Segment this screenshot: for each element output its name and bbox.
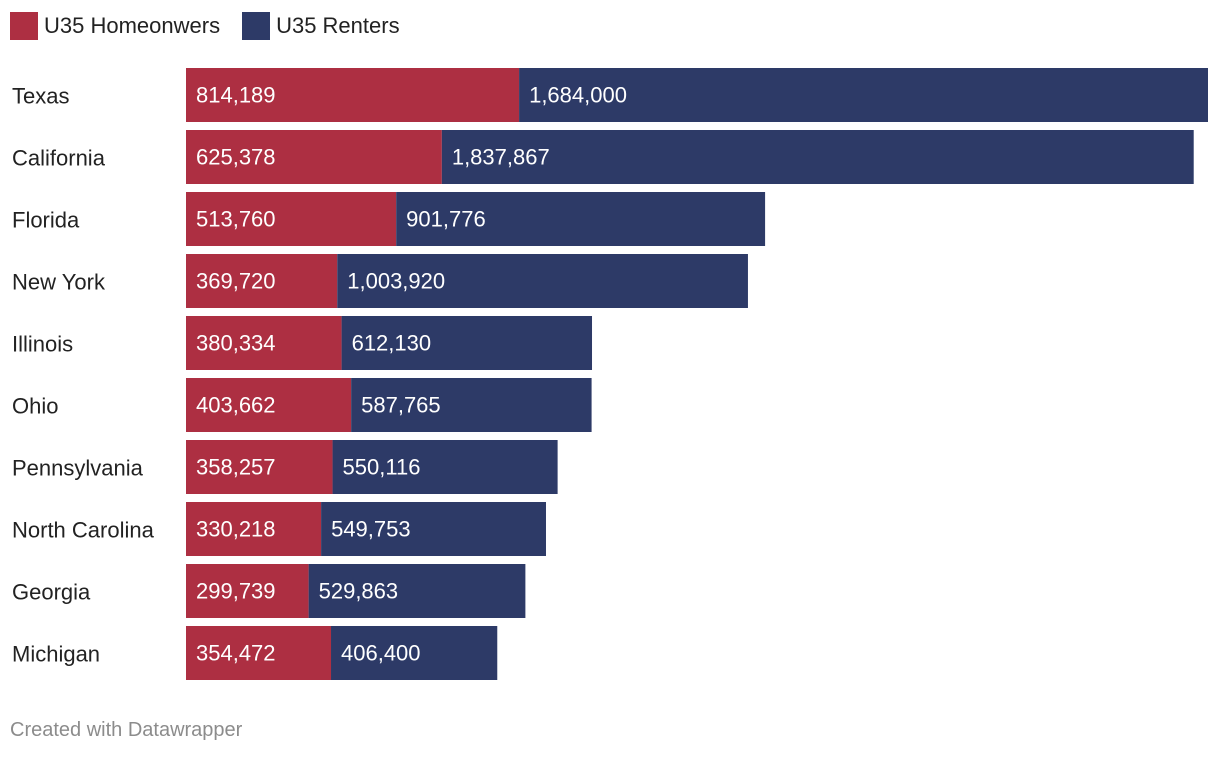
category-label-michigan: Michigan [12, 642, 100, 667]
bar-homeowners-ohio [186, 378, 352, 432]
legend-swatch-renters [242, 12, 271, 40]
value-label-homeowners-florida: 513,760 [196, 207, 276, 232]
category-label-pennsylvania: Pennsylvania [12, 456, 144, 481]
legend-item-renters: U35 Renters [242, 12, 400, 40]
legend-swatch-homeowners [10, 12, 38, 40]
chart-legend: U35 Homeonwers U35 Renters [10, 12, 422, 40]
bar-renters-florida [396, 192, 766, 246]
bar-renters-ohio [351, 378, 592, 432]
category-label-georgia: Georgia [12, 580, 91, 605]
stacked-bar-chart: Texas 814,189 1,684,000 California 625,378 1,… [12, 68, 1208, 680]
value-label-renters-texas: 1,684,000 [529, 83, 627, 108]
bar-homeowners-florida [186, 192, 397, 246]
value-label-renters-florida: 901,776 [406, 207, 486, 232]
value-label-renters-michigan: 406,400 [341, 641, 421, 666]
bar-homeowners-north-carolina [186, 502, 322, 556]
value-label-homeowners-pennsylvania: 358,257 [196, 455, 276, 480]
value-label-renters-ohio: 587,765 [361, 393, 441, 418]
value-label-renters-north-carolina: 549,753 [331, 517, 411, 542]
value-label-renters-georgia: 529,863 [319, 579, 399, 604]
footer-credit: Created with Datawrapper [10, 719, 243, 741]
value-label-renters-new-york: 1,003,920 [347, 269, 445, 294]
value-label-renters-california: 1,837,867 [452, 145, 550, 170]
value-label-renters-illinois: 612,130 [352, 331, 432, 356]
bar-homeowners-pennsylvania [186, 440, 333, 494]
bar-renters-georgia [308, 564, 526, 618]
bar-renters-new-york [337, 254, 748, 308]
bar-homeowners-georgia [186, 564, 309, 618]
category-label-new-york: New York [12, 270, 106, 295]
bar-renters-illinois [341, 316, 593, 370]
value-label-homeowners-georgia: 299,739 [196, 579, 276, 604]
legend-item-homeowners: U35 Homeonwers [10, 12, 220, 40]
bar-homeowners-california [186, 130, 442, 184]
value-label-homeowners-texas: 814,189 [196, 83, 276, 108]
value-label-homeowners-michigan: 354,472 [196, 641, 276, 666]
bar-homeowners-new-york [186, 254, 338, 308]
category-label-north-carolina: North Carolina [12, 518, 155, 543]
bar-renters-north-carolina [321, 502, 546, 556]
bar-renters-michigan [331, 626, 498, 680]
value-label-homeowners-new-york: 369,720 [196, 269, 276, 294]
category-label-texas: Texas [12, 84, 69, 109]
bar-homeowners-texas [186, 68, 520, 122]
value-label-homeowners-california: 625,378 [196, 145, 276, 170]
bar-homeowners-illinois [186, 316, 342, 370]
bar-renters-california [441, 130, 1194, 184]
category-label-ohio: Ohio [12, 394, 58, 419]
bar-renters-texas [519, 68, 1208, 122]
bar-renters-pennsylvania [332, 440, 558, 494]
value-label-homeowners-north-carolina: 330,218 [196, 517, 276, 542]
value-label-renters-pennsylvania: 550,116 [343, 455, 421, 480]
category-label-florida: Florida [12, 208, 80, 233]
legend-label-homeowners: U35 Homeonwers [44, 13, 221, 38]
legend-label-renters: U35 Renters [276, 13, 400, 38]
category-label-illinois: Illinois [12, 332, 73, 357]
category-label-california: California [12, 146, 106, 171]
bar-homeowners-michigan [186, 626, 332, 680]
value-label-homeowners-ohio: 403,662 [196, 393, 276, 418]
value-label-homeowners-illinois: 380,334 [196, 331, 276, 356]
